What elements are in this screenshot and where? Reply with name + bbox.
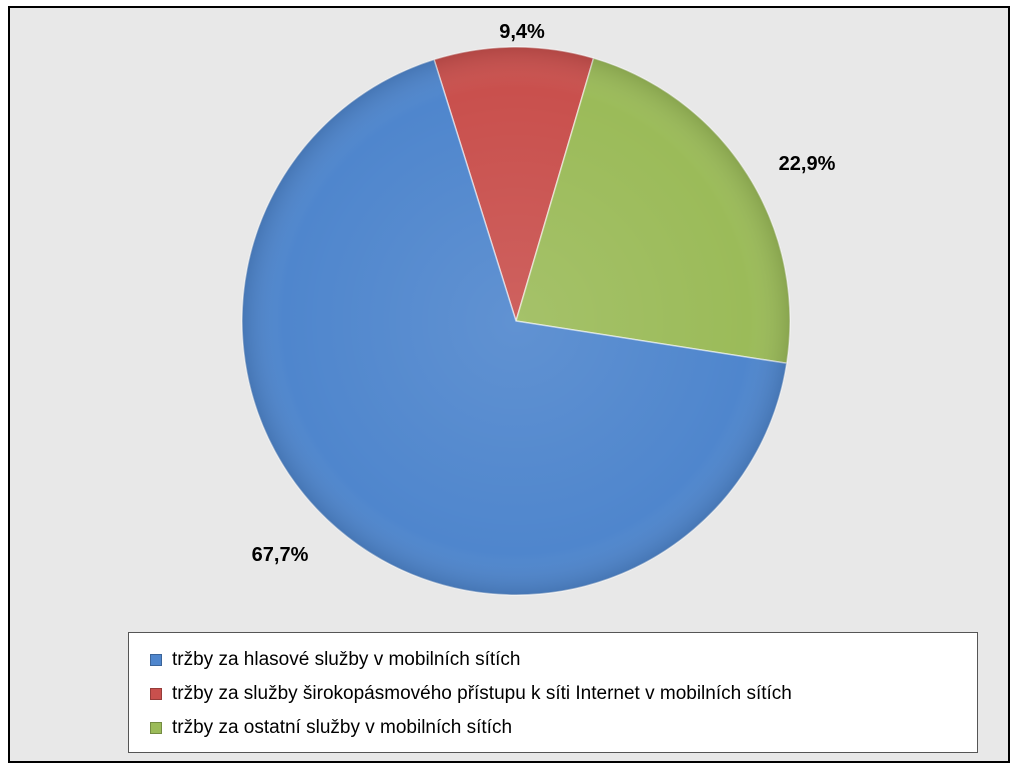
legend-item-broadband: tržby za služby širokopásmového přístupu… xyxy=(150,677,977,711)
pct-label-other: 22,9% xyxy=(779,153,836,175)
chart-area: 9,4% 22,9% 67,7% tržby za hlasové služby v… xyxy=(8,6,1010,763)
legend-item-voice: tržby za hlasové služby v mobilních sítí… xyxy=(150,643,977,677)
pct-label-broadband: 9,4% xyxy=(499,21,545,43)
legend-swatch-broadband xyxy=(150,688,162,700)
legend-swatch-voice xyxy=(150,654,162,666)
pct-label-voice: 67,7% xyxy=(252,544,309,566)
legend-swatch-other xyxy=(150,722,162,734)
legend-item-other: tržby za ostatní služby v mobilních sítí… xyxy=(150,711,977,745)
legend-label-broadband: tržby za služby širokopásmového přístupu… xyxy=(172,683,792,704)
legend-label-voice: tržby za hlasové služby v mobilních sítí… xyxy=(172,649,521,670)
legend: tržby za hlasové služby v mobilních sítí… xyxy=(128,632,978,753)
legend-label-other: tržby za ostatní služby v mobilních sítí… xyxy=(172,717,513,738)
